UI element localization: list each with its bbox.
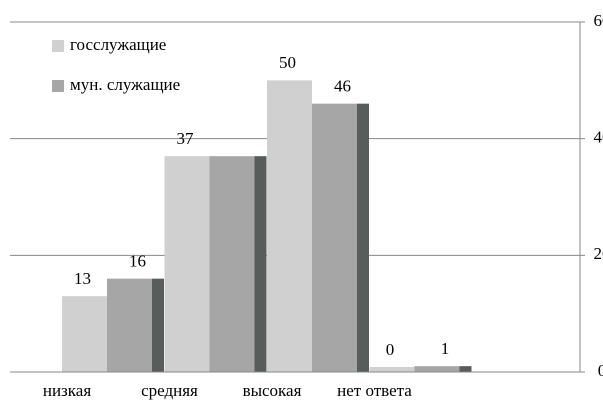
data-label: 46 bbox=[334, 77, 351, 96]
legend-label: госслужащие bbox=[70, 35, 166, 54]
bar bbox=[312, 103, 357, 373]
data-label: 37 bbox=[177, 129, 195, 148]
data-label: 13 bbox=[74, 269, 91, 288]
x-tick-label: низкая bbox=[43, 381, 91, 400]
bar bbox=[414, 366, 460, 372]
data-label: 16 bbox=[129, 252, 146, 271]
x-tick-label: средняя bbox=[141, 381, 198, 400]
bar bbox=[164, 156, 210, 372]
x-tick-label: нет ответа bbox=[337, 381, 412, 400]
y-tick-label: 40 bbox=[594, 128, 603, 147]
bar-side bbox=[152, 278, 164, 372]
y-tick-label: 0 bbox=[598, 361, 603, 380]
y-tick-label: 20 bbox=[594, 244, 603, 263]
legend-label: мун. служащие bbox=[70, 75, 180, 94]
bar bbox=[107, 278, 152, 372]
bar bbox=[62, 296, 107, 372]
y-tick-label: 60 bbox=[594, 11, 603, 30]
data-label: 0 bbox=[386, 340, 395, 359]
legend-swatch bbox=[52, 40, 64, 52]
data-label: 50 bbox=[279, 53, 296, 72]
bar-side bbox=[459, 366, 472, 372]
legend-swatch bbox=[52, 80, 64, 92]
x-tick-label: высокая bbox=[243, 381, 302, 400]
bar-side bbox=[357, 103, 369, 373]
bar-floor bbox=[369, 367, 427, 372]
bar-side bbox=[254, 156, 267, 372]
bar bbox=[267, 80, 312, 372]
data-label: 1 bbox=[441, 339, 450, 358]
bar bbox=[209, 156, 255, 372]
